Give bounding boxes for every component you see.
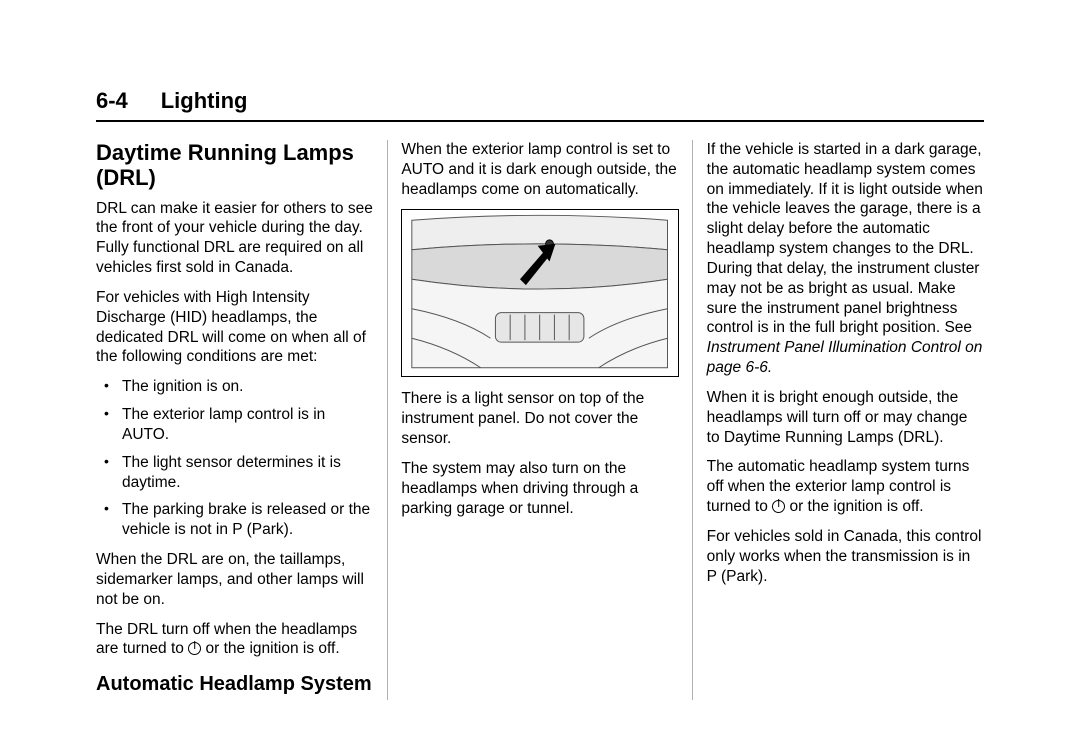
dark-garage-note: If the vehicle is started in a dark gara… [707, 140, 984, 378]
drl-conditions-intro: For vehicles with High Intensity Dischar… [96, 288, 373, 367]
power-off-icon [772, 500, 785, 513]
list-item: The light sensor determines it is daytim… [96, 453, 373, 493]
list-item: The parking brake is released or the veh… [96, 500, 373, 540]
canada-note: For vehicles sold in Canada, this contro… [707, 527, 984, 586]
sensor-note: There is a light sensor on top of the in… [401, 389, 678, 448]
section-title: Lighting [161, 88, 248, 113]
drl-conditions-list: The ignition is on. The exterior lamp co… [96, 377, 373, 540]
drl-intro: DRL can make it easier for others to see… [96, 199, 373, 278]
heading-drl: Daytime Running Lamps (DRL) [96, 140, 373, 191]
drl-off: The DRL turn off when the headlamps are … [96, 620, 373, 660]
drl-note: When the DRL are on, the taillamps, side… [96, 550, 373, 609]
auto-off-note: The automatic headlamp system turns off … [707, 457, 984, 516]
auto-headlamp-intro: When the exterior lamp control is set to… [401, 140, 678, 199]
tunnel-note: The system may also turn on the headlamp… [401, 459, 678, 518]
page-number: 6-4 [96, 88, 128, 113]
bright-outside-note: When it is bright enough outside, the he… [707, 388, 984, 447]
dashboard-sensor-figure [401, 209, 678, 377]
dashboard-svg [402, 210, 677, 376]
list-item: The ignition is on. [96, 377, 373, 397]
power-off-icon [188, 642, 201, 655]
content-columns: Daytime Running Lamps (DRL) DRL can make… [96, 140, 984, 700]
list-item: The exterior lamp control is in AUTO. [96, 405, 373, 445]
heading-auto-headlamp: Automatic Headlamp System [96, 673, 373, 696]
page-header: 6-4 Lighting [96, 88, 984, 122]
